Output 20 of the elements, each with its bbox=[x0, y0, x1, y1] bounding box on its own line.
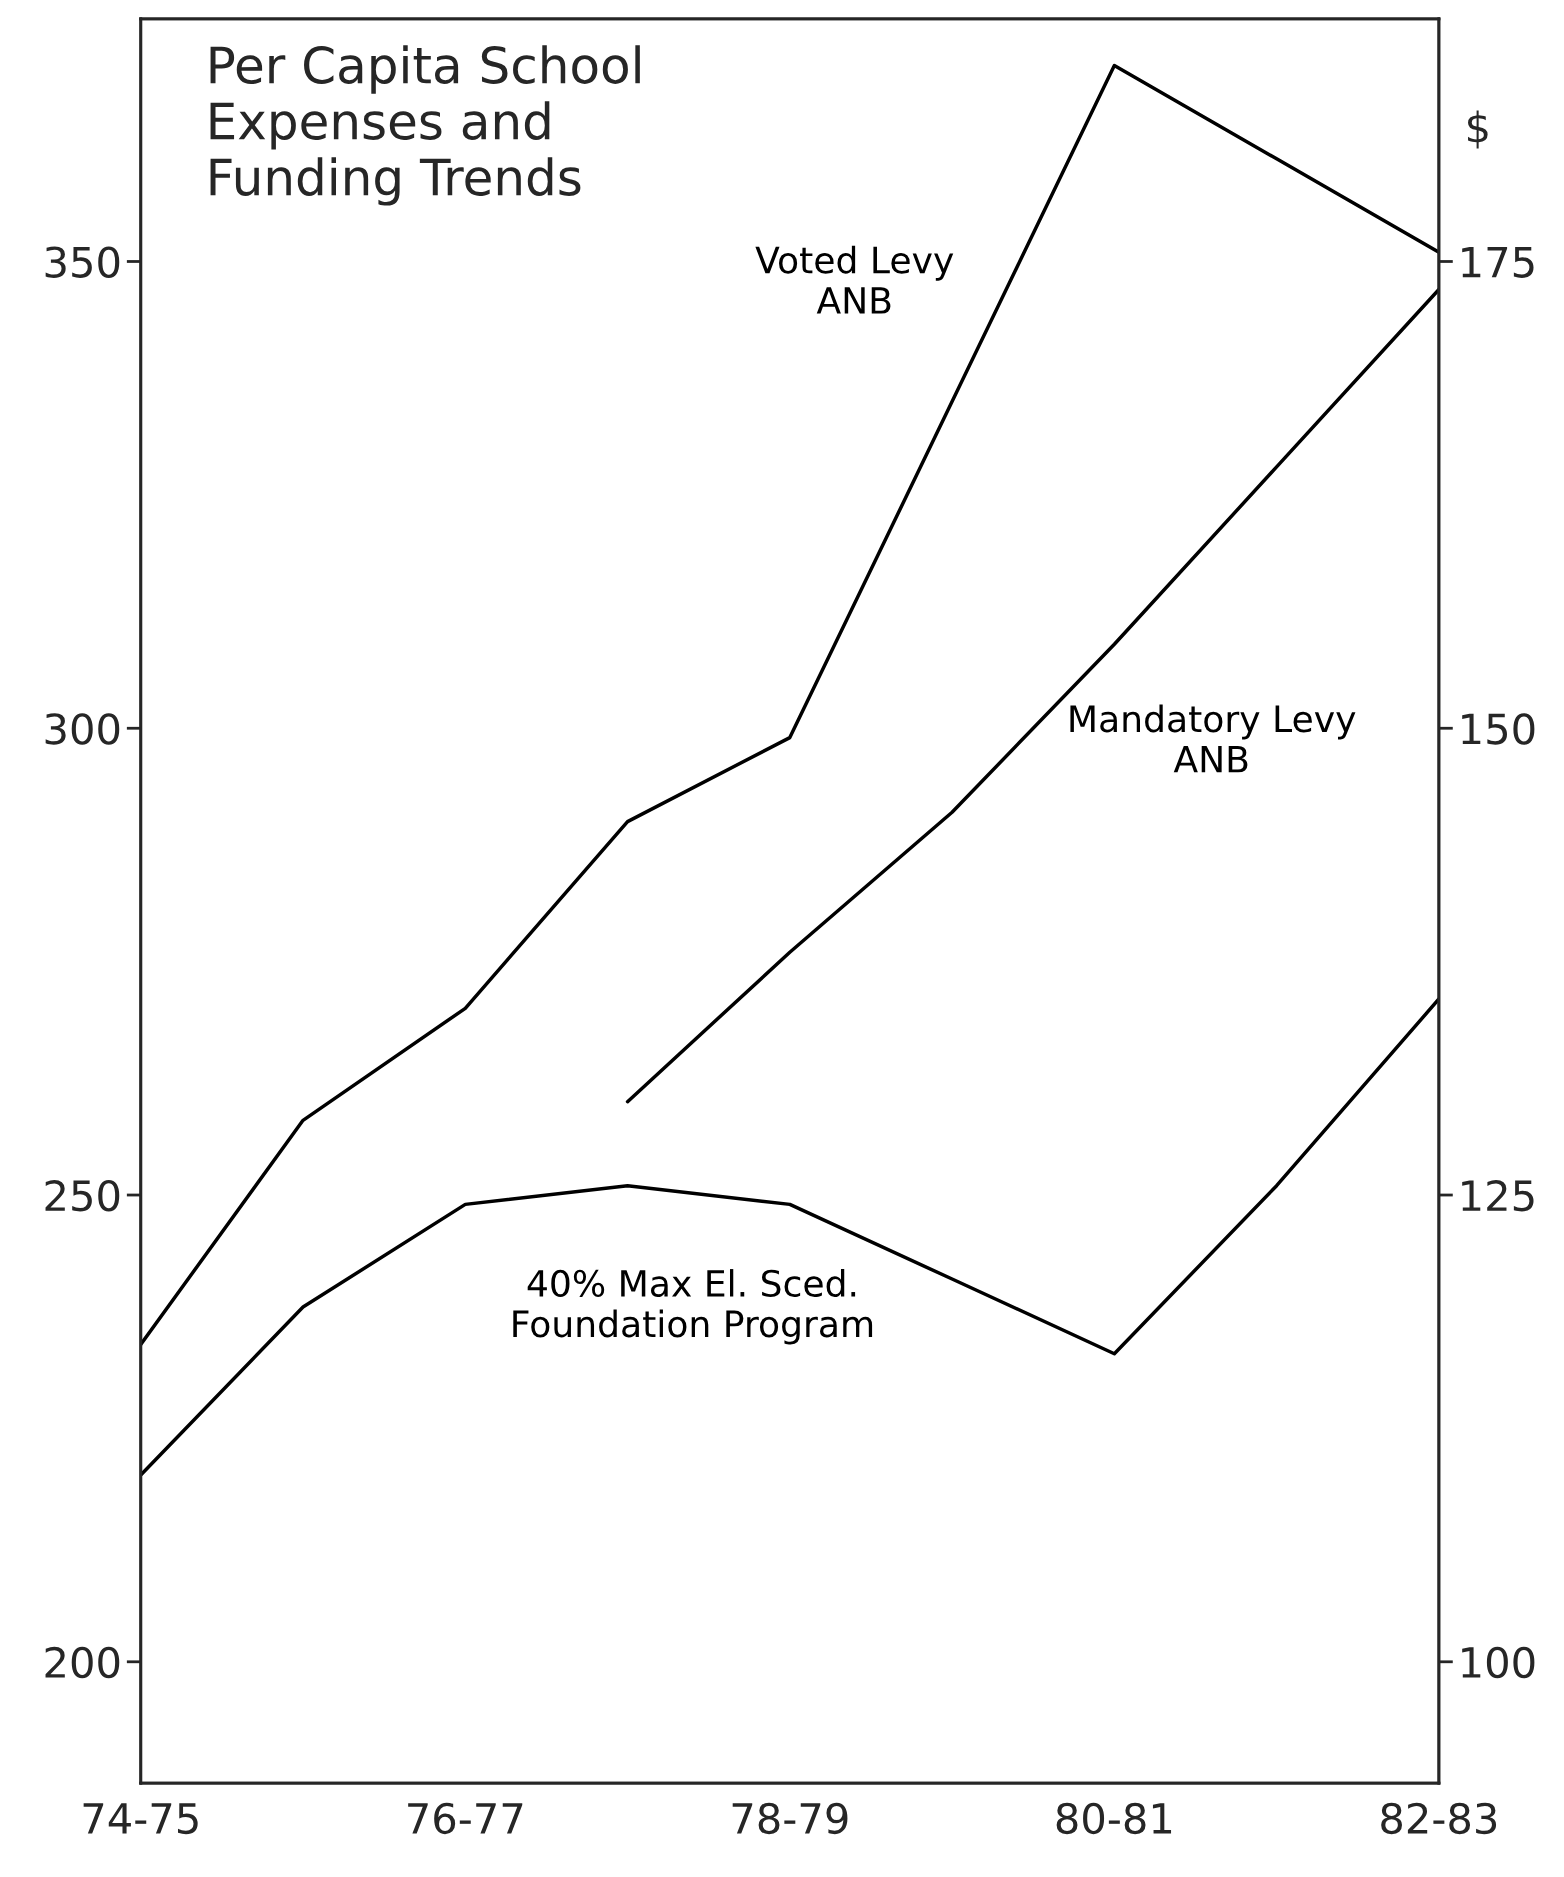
x-tick-label: 74-75 bbox=[83, 1803, 198, 1835]
x-tick-label: 78-79 bbox=[732, 1802, 848, 1835]
y2-tick-label: 125 bbox=[1462, 1179, 1534, 1212]
text: Per Capita School Expenses and Funding Trends bbox=[210, 45, 640, 206]
series-label: Voted Levy ANB bbox=[755, 245, 954, 314]
y2-tick-label: 150 bbox=[1462, 713, 1535, 745]
line-series bbox=[140, 997, 1439, 1477]
y-tick-label: 250 bbox=[45, 1179, 120, 1212]
y2-axis-title: $ bbox=[1468, 110, 1488, 149]
line-series bbox=[625, 287, 1439, 1104]
series-label: 40% Max El. Sced. Foundation Program bbox=[513, 1269, 873, 1345]
x-tick-label: 76-77 bbox=[408, 1802, 523, 1835]
y2-tick-label: 175 bbox=[1462, 246, 1534, 278]
y-tick-label: 300 bbox=[45, 713, 120, 745]
series-label: Mandatory Levy ANB bbox=[1070, 704, 1356, 773]
y2-tick-label: 100 bbox=[1462, 1646, 1535, 1679]
y-tick-label: 200 bbox=[45, 1646, 120, 1679]
x-tick-label: 82-83 bbox=[1381, 1802, 1497, 1835]
y-tick-label: 350 bbox=[45, 246, 120, 278]
x-tick-label: 80-81 bbox=[1056, 1802, 1172, 1835]
